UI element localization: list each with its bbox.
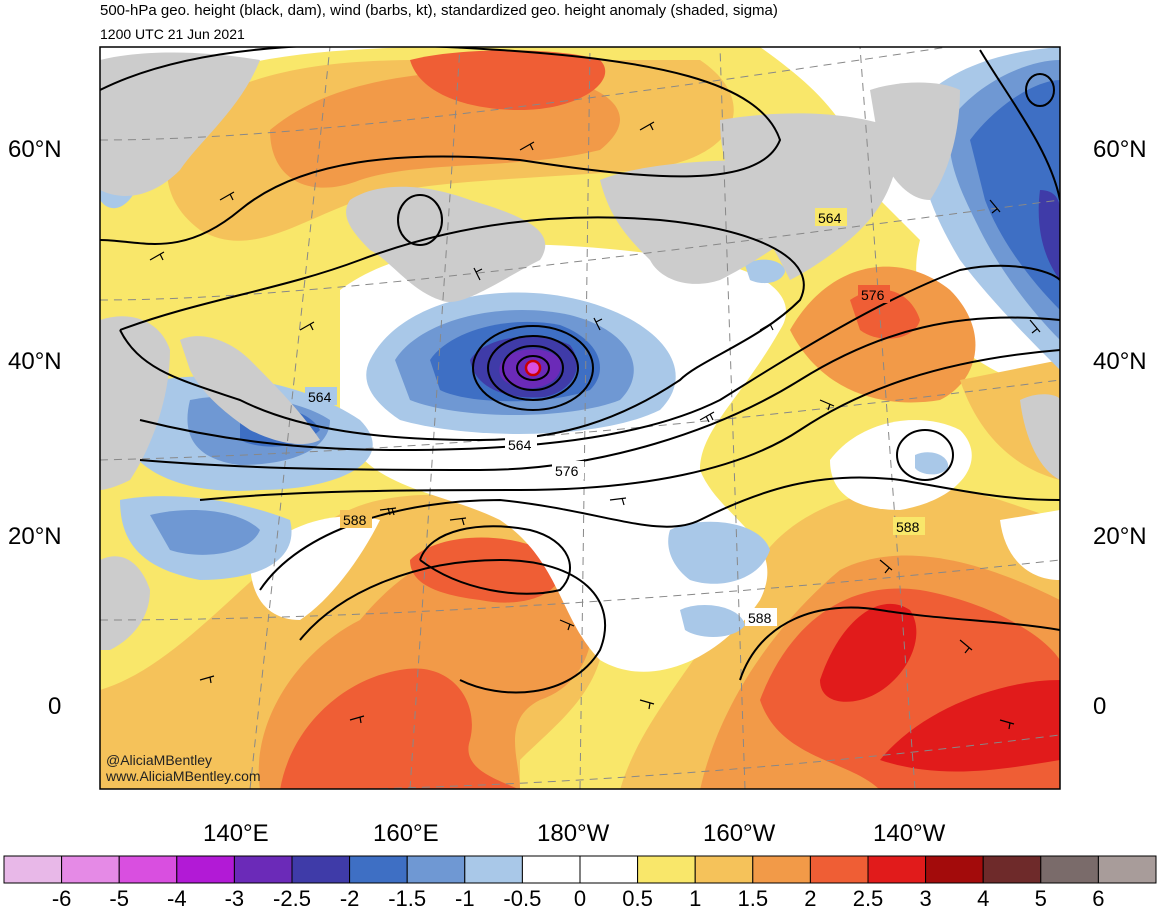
colorbar-label: 2.5 (852, 886, 884, 911)
colorbar-label: 5 (1034, 886, 1047, 911)
contour-label: 564 (508, 437, 532, 453)
anomaly-light-blue-subtropic (668, 521, 770, 584)
colorbar-swatch (694, 855, 754, 884)
colorbar-swatch (809, 855, 869, 884)
anomaly-mid-blue-canada (970, 80, 1060, 310)
credit-handle: @AliciaMBentley (106, 752, 213, 768)
colorbar-label: -4 (167, 886, 187, 911)
colorbar-swatch (464, 855, 523, 884)
land-canada-north (870, 82, 960, 200)
colorbar-swatch (118, 855, 178, 884)
contour-label: 588 (343, 512, 367, 528)
colorbar-label: -6 (51, 886, 72, 911)
anomaly-red-orange-south (280, 668, 518, 789)
anomaly-light-blue-east-small (915, 452, 949, 475)
colorbar-swatch (925, 855, 984, 884)
contour-label: 588 (748, 610, 772, 626)
contour-label: 588 (896, 519, 920, 535)
lat-label-right: 40°N (1093, 348, 1147, 375)
lat-label-right: 0 (1093, 693, 1107, 720)
colorbar-swatch (233, 855, 293, 884)
colorbar-swatch (867, 855, 927, 884)
colorbar-swatch (637, 855, 696, 884)
colorbar-swatch (406, 855, 466, 884)
colorbar-label: -0.5 (503, 886, 542, 911)
lat-label-left: 60°N (8, 136, 62, 163)
colorbar-swatch (752, 855, 811, 884)
land-north-america (1020, 394, 1060, 480)
contour-label: 576 (861, 287, 885, 303)
colorbar-label: -5 (109, 886, 129, 911)
colorbar-swatch (579, 855, 639, 884)
anomaly-dark-blue-canada (1038, 190, 1060, 280)
anomaly-light-blue-subtropic-2 (680, 605, 745, 637)
anomaly-blue-philippine-sea (150, 510, 260, 555)
colorbar-swatch (291, 855, 351, 884)
land-east-asia (100, 316, 170, 490)
credit-site: www.AliciaMBentley.com (106, 768, 261, 784)
lat-label-right: 60°N (1093, 136, 1147, 163)
land-alaska (720, 113, 900, 280)
land-kamchatka (346, 186, 546, 302)
figure-subtitle: 1200 UTC 21 Jun 2021 (100, 26, 245, 42)
lon-label: 160°E (373, 820, 439, 847)
anomaly-neutral-far-east (1000, 510, 1060, 580)
colorbar-swatch (176, 855, 235, 884)
colorbar-label: 3 (919, 886, 932, 911)
lon-label: 160°W (703, 820, 776, 847)
colorbar-swatch (61, 855, 120, 884)
colorbar-label: -1 (455, 886, 475, 911)
contour-label: 576 (555, 463, 579, 479)
land-siberia (100, 52, 260, 196)
colorbar-label: -1.5 (388, 886, 427, 911)
colorbar-label: 1 (689, 886, 702, 911)
height-contours (100, 47, 1060, 694)
colorbar-swatch (1040, 855, 1099, 884)
contour-labels: 564 564 564 576 576 588 588 588 (305, 208, 925, 626)
anomaly-red-orange-subtropic (410, 537, 562, 603)
contour-label: 564 (308, 389, 332, 405)
colorbar-label: -2.5 (273, 886, 311, 911)
wind-barbs (149, 121, 1041, 730)
colorbar-label: 0 (573, 886, 587, 911)
lat-label-left: 0 (48, 693, 62, 720)
anomaly-neutral-east (830, 420, 972, 510)
lat-label-left: 40°N (8, 348, 62, 375)
lon-label: 140°W (873, 820, 946, 847)
colorbar-swatch (521, 855, 581, 884)
colorbar (3, 855, 1157, 884)
colorbar-label: -2 (339, 886, 360, 911)
colorbar-swatch (1097, 855, 1157, 884)
anomaly-light-blue-alaska-small (745, 259, 785, 284)
colorbar-label: 2 (804, 886, 817, 911)
anomaly-red-southeast (820, 603, 917, 702)
colorbar-label: 6 (1092, 886, 1105, 911)
lat-label-left: 20°N (8, 523, 62, 550)
colorbar-swatch (982, 855, 1042, 884)
lat-label-right: 20°N (1093, 523, 1147, 550)
anomaly-red-far-southeast (880, 680, 1060, 772)
anomaly-purple-center (525, 360, 541, 376)
colorbar-label: 4 (977, 886, 990, 911)
colorbar-label: 1.5 (737, 886, 769, 911)
colorbar-label: -3 (224, 886, 245, 911)
anomaly-red-orange-north (410, 50, 606, 110)
figure-title: 500-hPa geo. height (black, dam), wind (… (100, 2, 778, 19)
contour-label: 564 (818, 210, 842, 226)
colorbar-swatch (3, 855, 63, 884)
lon-label: 140°E (203, 820, 269, 847)
map-frame (99, 46, 1061, 790)
lon-label: 180°W (537, 820, 610, 847)
colorbar-label: 0.5 (622, 886, 653, 911)
land-asia-south (100, 556, 150, 650)
colorbar-swatch (349, 855, 408, 884)
